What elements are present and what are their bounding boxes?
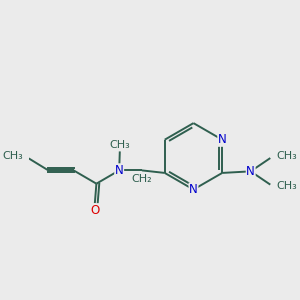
Text: CH₃: CH₃	[276, 181, 297, 191]
Text: N: N	[218, 133, 226, 146]
Text: CH₃: CH₃	[276, 152, 297, 161]
Text: O: O	[90, 204, 100, 217]
Text: N: N	[115, 164, 124, 177]
Text: CH₂: CH₂	[132, 174, 152, 184]
Text: N: N	[246, 165, 255, 178]
Text: N: N	[189, 183, 198, 196]
Text: CH₃: CH₃	[2, 151, 23, 161]
Text: CH₃: CH₃	[110, 140, 130, 150]
